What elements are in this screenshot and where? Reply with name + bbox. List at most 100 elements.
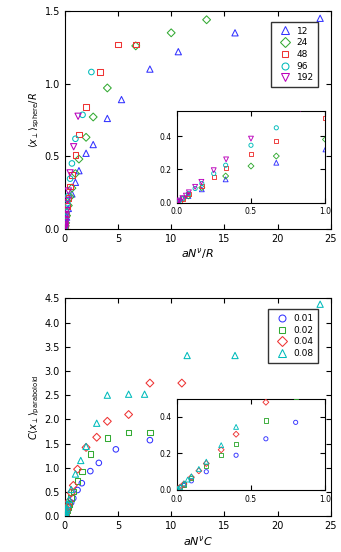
Point: [68, 193, 73, 201]
Point: [65, 201, 71, 210]
Point: [69, 489, 74, 497]
Point: [96, 459, 102, 468]
Point: [89, 67, 94, 76]
Point: [94, 433, 100, 442]
Point: [62, 222, 68, 231]
Point: [69, 493, 74, 502]
Point: [65, 187, 71, 195]
Point: [62, 224, 68, 233]
Point: [126, 390, 131, 399]
Point: [66, 500, 72, 508]
Point: [204, 15, 209, 24]
Point: [179, 379, 184, 388]
Point: [62, 511, 68, 520]
Point: [133, 41, 138, 50]
Point: [63, 509, 68, 518]
Point: [64, 507, 70, 516]
Point: [69, 159, 75, 168]
Point: [80, 110, 85, 119]
Point: [71, 481, 76, 490]
Point: [232, 351, 238, 360]
Point: [184, 351, 190, 360]
Point: [73, 150, 78, 159]
Point: [62, 220, 68, 229]
Point: [64, 506, 69, 515]
Point: [90, 140, 96, 149]
Point: [66, 495, 72, 504]
Point: [65, 202, 70, 211]
Point: [64, 210, 69, 219]
Point: [83, 149, 89, 158]
Point: [63, 509, 69, 518]
Point: [147, 379, 153, 388]
X-axis label: $aN^{\nu}C$: $aN^{\nu}C$: [183, 534, 213, 548]
Point: [73, 178, 78, 187]
Point: [68, 168, 73, 177]
Point: [79, 479, 85, 487]
Point: [98, 67, 103, 76]
Point: [63, 508, 69, 517]
Point: [62, 222, 68, 231]
Point: [147, 65, 153, 73]
Point: [65, 194, 71, 203]
Point: [79, 467, 85, 476]
Point: [142, 390, 147, 399]
Point: [62, 223, 68, 232]
Point: [76, 155, 81, 163]
Point: [64, 505, 70, 513]
Point: [105, 433, 110, 442]
Point: [66, 497, 72, 506]
Point: [62, 224, 68, 232]
Point: [126, 410, 131, 419]
Point: [71, 494, 76, 503]
Point: [75, 476, 80, 485]
Point: [65, 501, 71, 510]
X-axis label: $aN^{\nu}/R$: $aN^{\nu}/R$: [181, 246, 214, 262]
Point: [75, 486, 80, 495]
Point: [69, 498, 74, 507]
Point: [62, 224, 68, 232]
Point: [62, 511, 68, 520]
Point: [62, 511, 68, 520]
Point: [69, 189, 75, 198]
Point: [63, 215, 69, 224]
Point: [113, 445, 119, 454]
Point: [64, 213, 69, 221]
Point: [62, 221, 68, 230]
Point: [133, 40, 138, 49]
Y-axis label: $\langle x_{\perp} \rangle_{\mathrm{sphere}}/R$: $\langle x_{\perp} \rangle_{\mathrm{sphe…: [27, 92, 42, 148]
Point: [83, 103, 89, 112]
Point: [75, 112, 81, 121]
Point: [64, 507, 69, 516]
Point: [78, 456, 84, 465]
Point: [73, 169, 78, 178]
Point: [68, 182, 73, 191]
Point: [176, 47, 181, 56]
Legend: 12, 24, 48, 96, 192: 12, 24, 48, 96, 192: [271, 22, 318, 87]
Point: [65, 502, 71, 511]
Point: [69, 485, 74, 494]
Point: [63, 216, 68, 225]
Point: [105, 114, 110, 123]
Point: [65, 192, 71, 200]
Point: [63, 218, 68, 227]
Point: [63, 508, 69, 517]
Point: [63, 210, 69, 219]
Point: [64, 504, 70, 513]
Point: [317, 14, 323, 23]
Point: [83, 133, 89, 142]
Point: [64, 208, 69, 216]
Point: [232, 28, 238, 37]
Point: [63, 510, 68, 519]
Point: [63, 219, 68, 227]
Point: [65, 196, 70, 205]
Point: [64, 506, 70, 514]
Point: [63, 508, 69, 517]
Point: [66, 502, 72, 511]
Point: [83, 442, 89, 451]
Point: [94, 419, 100, 428]
Point: [76, 130, 81, 139]
Point: [147, 436, 153, 444]
Point: [71, 142, 76, 151]
Point: [75, 465, 80, 474]
